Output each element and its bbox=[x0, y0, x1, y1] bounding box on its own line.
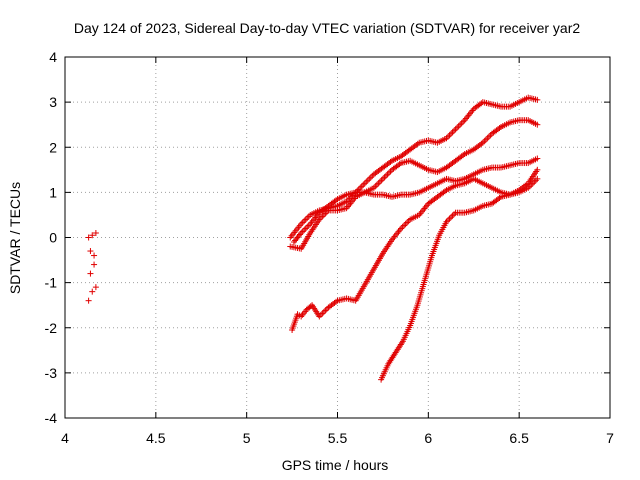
data-point bbox=[487, 132, 494, 139]
data-point bbox=[322, 307, 329, 314]
grid bbox=[65, 57, 610, 418]
data-point bbox=[92, 284, 99, 291]
data-point bbox=[299, 228, 306, 235]
data-point bbox=[358, 183, 365, 190]
data-point bbox=[360, 181, 367, 188]
data-point bbox=[481, 138, 488, 145]
y-axis-label: SDTVAR / TECUs bbox=[7, 182, 23, 294]
data-point bbox=[299, 219, 306, 226]
data-point bbox=[366, 175, 373, 182]
y-tick-label: 3 bbox=[49, 94, 57, 110]
x-tick-label: 5 bbox=[243, 430, 251, 446]
data-point bbox=[302, 225, 309, 232]
data-point bbox=[455, 123, 462, 130]
axis-ticks: 4 4.5 5 5.5 6 6.5 7 -4 -3 -2 -1 0 1 2 3 4 bbox=[45, 49, 615, 446]
data-point bbox=[458, 120, 465, 127]
y-tick-label: 0 bbox=[49, 230, 57, 246]
data-point bbox=[534, 175, 541, 182]
data-point bbox=[381, 174, 388, 181]
data-point bbox=[85, 234, 92, 241]
data-point bbox=[451, 211, 458, 218]
data-point bbox=[452, 126, 459, 133]
data-point bbox=[387, 168, 394, 175]
data-point bbox=[92, 229, 99, 236]
data-point bbox=[89, 288, 96, 295]
y-tick-label: -1 bbox=[45, 275, 58, 291]
data-point bbox=[91, 252, 98, 259]
x-tick-label: 5.5 bbox=[328, 430, 348, 446]
data-point bbox=[301, 226, 308, 233]
data-point bbox=[446, 215, 453, 222]
data-point bbox=[363, 178, 370, 185]
data-point bbox=[376, 178, 383, 185]
data-point bbox=[373, 181, 380, 188]
data-point bbox=[89, 232, 96, 239]
data-point bbox=[449, 212, 456, 219]
data-point bbox=[369, 172, 376, 179]
data-point bbox=[361, 180, 368, 187]
data-point bbox=[534, 166, 541, 173]
data-point bbox=[378, 177, 385, 184]
data-point bbox=[460, 118, 467, 125]
data-point bbox=[85, 297, 92, 304]
data-point bbox=[304, 223, 311, 230]
data-point bbox=[385, 169, 392, 176]
data-point bbox=[304, 214, 311, 221]
data-point bbox=[534, 155, 541, 162]
data-point bbox=[319, 310, 326, 317]
data-point bbox=[534, 96, 541, 103]
y-tick-label: 4 bbox=[49, 49, 57, 65]
data-point bbox=[534, 121, 541, 128]
data-point bbox=[301, 217, 308, 224]
data-point bbox=[375, 180, 382, 187]
x-tick-label: 4.5 bbox=[146, 430, 166, 446]
data-point bbox=[87, 248, 94, 255]
data-point bbox=[382, 172, 389, 179]
data-point bbox=[451, 127, 458, 134]
data-point bbox=[482, 136, 489, 143]
data-point bbox=[401, 222, 408, 229]
x-tick-label: 6.5 bbox=[509, 430, 529, 446]
data-point bbox=[404, 219, 411, 226]
y-tick-label: 1 bbox=[49, 184, 57, 200]
data-point bbox=[448, 214, 455, 221]
data-point bbox=[484, 135, 491, 142]
chart-title: Day 124 of 2023, Sidereal Day-to-day VTE… bbox=[74, 20, 580, 36]
data-point bbox=[364, 177, 371, 184]
data-point bbox=[384, 171, 391, 178]
data-point bbox=[446, 132, 453, 139]
x-tick-label: 7 bbox=[606, 430, 614, 446]
data-point bbox=[323, 305, 330, 312]
x-tick-label: 6 bbox=[424, 430, 432, 446]
data-point bbox=[379, 175, 386, 182]
y-tick-label: 2 bbox=[49, 139, 57, 155]
data-point bbox=[357, 184, 364, 191]
y-tick-label: -4 bbox=[45, 410, 58, 426]
data-point bbox=[399, 223, 406, 230]
data-point bbox=[449, 129, 456, 136]
data-point bbox=[457, 121, 464, 128]
data-point bbox=[87, 270, 94, 277]
data-points bbox=[85, 94, 541, 383]
y-tick-label: -3 bbox=[45, 365, 58, 381]
x-tick-label: 4 bbox=[61, 430, 69, 446]
data-point bbox=[454, 124, 461, 131]
data-point bbox=[402, 220, 409, 227]
x-axis-label: GPS time / hours bbox=[282, 457, 389, 473]
y-tick-label: -2 bbox=[45, 320, 58, 336]
data-point bbox=[448, 130, 455, 137]
data-point bbox=[91, 261, 98, 268]
data-point bbox=[367, 174, 374, 181]
data-point bbox=[302, 216, 309, 223]
data-point bbox=[485, 133, 492, 140]
data-point bbox=[320, 308, 327, 315]
